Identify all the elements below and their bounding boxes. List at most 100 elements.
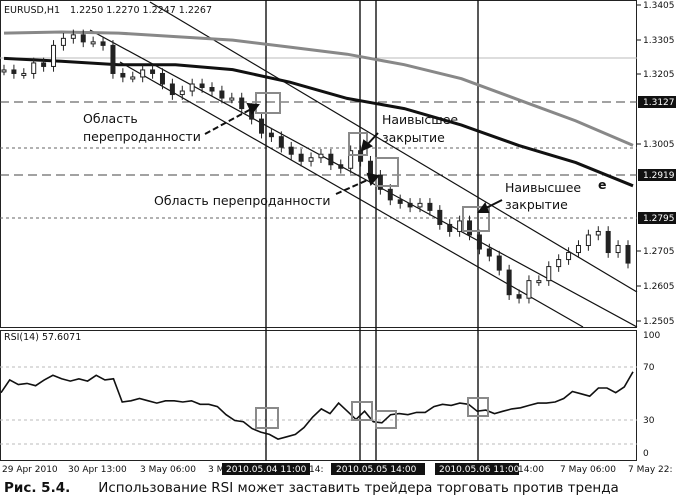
candle-body (159, 72, 165, 85)
rsi-line (0, 371, 634, 440)
chart-ohlc-values: 1.2250 1.2270 1.2247 1.2267 (70, 5, 212, 16)
candle-body (397, 199, 403, 204)
price-tick: 1.3005 (643, 140, 675, 150)
candle-body (60, 37, 66, 46)
candle-body (467, 220, 473, 236)
rsi-tick: 0 (643, 449, 649, 459)
candle-body (150, 69, 156, 74)
candle-body (427, 202, 433, 211)
time-tick: 29 Apr 2010 (2, 465, 58, 475)
candle-body (21, 72, 27, 76)
annotation-highest-close-2-line1: Наивысшее (505, 180, 581, 195)
time-tick: 14:00 (518, 465, 544, 475)
candle-body (417, 202, 423, 208)
candle-body (457, 220, 463, 232)
candle-body (298, 153, 304, 162)
candle-body (516, 294, 522, 299)
candle-body (377, 174, 383, 190)
chart-canvas: EURUSD,H1 1.2250 1.2270 1.2247 1.2267 RS… (0, 0, 676, 475)
time-tick: 7 May 22: (628, 465, 673, 475)
candle-body (318, 153, 324, 159)
ma-fast-line (3, 56, 634, 188)
candle-body (486, 248, 492, 257)
candle-body (536, 280, 542, 284)
rsi-axis: 100 70 30 0 (643, 331, 660, 459)
price-tick: 1.3405 (643, 1, 675, 11)
candle-body (308, 157, 314, 162)
annotation-oversold-1-line2: перепроданности (83, 129, 201, 144)
candle-body (348, 150, 354, 169)
candle-body (328, 153, 334, 166)
price-axis: 1.3405 1.3305 1.3205 1.3005 1.2705 1.260… (637, 1, 676, 327)
candle-body (189, 83, 195, 92)
candle-body (407, 202, 413, 208)
candle-body (80, 34, 86, 43)
candle-body (278, 136, 284, 148)
candle-body (259, 118, 265, 134)
price-highlight-label: 1.2919 (643, 171, 675, 181)
candle-body (209, 87, 215, 92)
candle-body (199, 83, 205, 89)
candle-body (239, 97, 245, 110)
annotation-highest-close-2-line2: закрытие (505, 197, 568, 212)
candle-body (556, 259, 562, 268)
candle-body (51, 44, 57, 67)
ma-slow-line (3, 30, 634, 147)
candle-body (31, 62, 37, 74)
candle-body (437, 209, 443, 225)
rsi-tick: 100 (643, 331, 660, 341)
arrows (204, 102, 503, 213)
vertical-markers (265, 0, 479, 461)
candle-body (70, 34, 76, 39)
candle-body (476, 234, 482, 250)
candle-body (110, 44, 116, 74)
candlesticks (1, 29, 631, 304)
price-tick: 1.2705 (643, 247, 675, 257)
price-tick: 1.3305 (643, 36, 675, 46)
time-tick: 7 May 06:00 (560, 465, 616, 475)
figure-caption: Рис. 5.4. Использование RSI может застави… (4, 480, 672, 500)
candle-body (447, 223, 453, 232)
price-highlight-label: 1.3127 (643, 98, 675, 108)
chart-symbol-title: EURUSD,H1 (4, 5, 60, 16)
annotation-fragment: е (598, 177, 606, 192)
annotation-oversold-1-line1: Область (83, 111, 138, 126)
candle-body (229, 97, 235, 101)
candle-body (387, 188, 393, 201)
candle-body (1, 69, 7, 73)
price-tick: 1.2505 (643, 317, 675, 327)
time-tick: 3 May 06:00 (140, 465, 196, 475)
highlight-boxes-rsi (255, 397, 489, 429)
candle-body (367, 160, 373, 176)
candle-body (496, 255, 502, 271)
candle-body (566, 252, 572, 261)
candle-body (625, 245, 631, 264)
candle-body (546, 266, 552, 282)
candle-body (506, 269, 512, 296)
figure-caption-text: Использование RSI может заставить трейде… (98, 480, 619, 496)
candle-body (526, 280, 532, 299)
rsi-tick: 30 (643, 416, 655, 426)
candle-body (595, 230, 601, 236)
time-highlight-label: 2010.05.04 11:00 (226, 465, 307, 475)
candle-body (575, 245, 581, 254)
candle-body (605, 230, 611, 254)
candle-body (169, 83, 175, 96)
candle-body (268, 132, 274, 138)
candle-body (338, 164, 344, 169)
candle-body (120, 72, 126, 78)
annotation-highest-close-1-line1: Наивысшее (382, 112, 458, 127)
time-highlight-label: 2010.05.06 11:00 (439, 465, 520, 475)
figure-number: Рис. 5.4. (4, 480, 71, 496)
annotation-oversold-2: Область перепроданности (154, 193, 331, 208)
candle-body (179, 90, 185, 96)
candle-body (100, 41, 106, 46)
candle-body (140, 69, 146, 78)
candle-body (219, 90, 225, 99)
time-tick: 30 Apr 13:00 (68, 465, 127, 475)
time-tick: 14: (309, 465, 323, 475)
trend-channel (89, 1, 638, 328)
candle-body (585, 234, 591, 247)
price-panel-frame (0, 0, 637, 328)
rsi-panel-frame (0, 330, 637, 461)
